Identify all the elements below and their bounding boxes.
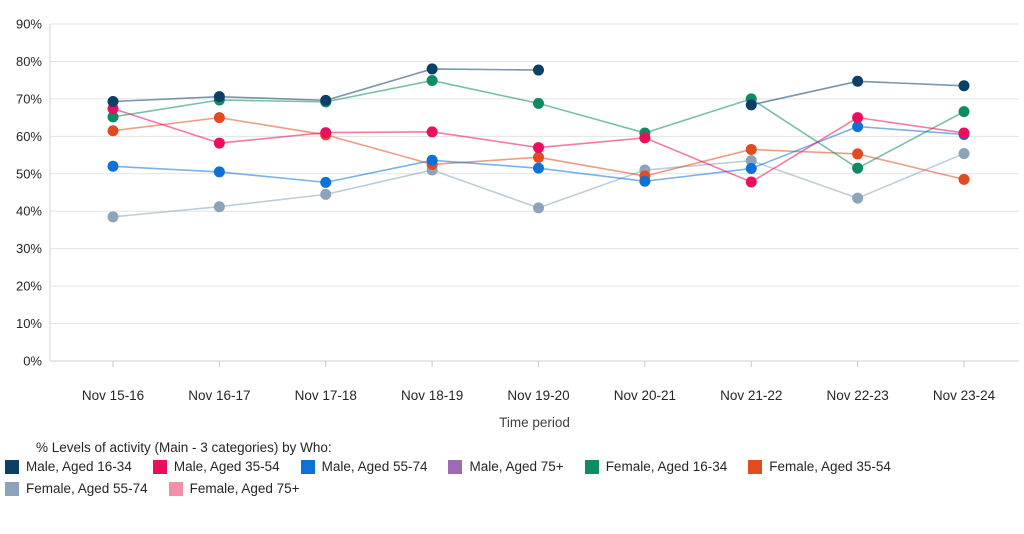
y-tick-label: 50%	[16, 166, 42, 181]
legend-swatch-icon	[748, 459, 763, 474]
data-point-male-aged-55-74	[745, 163, 757, 175]
data-point-female-aged-35-54	[852, 148, 864, 160]
data-point-male-aged-35-54	[533, 142, 544, 154]
legend-item-male-aged-16-34[interactable]: Male, Aged 16-34	[5, 459, 132, 474]
x-tick-label: Nov 15-16	[82, 388, 144, 403]
data-point-female-aged-35-54	[745, 143, 757, 155]
legend-item-female-aged-16-34[interactable]: Female, Aged 16-34	[584, 459, 728, 474]
y-tick-label: 0%	[23, 354, 42, 369]
x-tick-label: Nov 23-24	[933, 388, 996, 403]
legend-item-female-aged-35-54[interactable]: Female, Aged 35-54	[748, 459, 891, 474]
x-tick-label: Nov 18-19	[401, 388, 463, 403]
data-point-female-aged-16-34	[533, 97, 544, 109]
data-point-male-aged-16-34	[213, 91, 225, 103]
x-tick-label: Nov 21-22	[720, 388, 782, 403]
legend-item-male-aged-75[interactable]: Male, Aged 75+	[448, 459, 564, 474]
data-point-female-aged-35-54	[533, 151, 544, 163]
legend-item-label: Male, Aged 75+	[469, 459, 564, 474]
data-point-male-aged-35-54	[852, 112, 864, 124]
y-tick-label: 40%	[16, 204, 42, 219]
data-point-male-aged-16-34	[320, 94, 332, 106]
data-point-female-aged-35-54	[107, 125, 119, 137]
data-point-female-aged-35-54	[213, 112, 225, 124]
data-point-female-aged-55-74	[958, 148, 970, 160]
legend: Male, Aged 16-34 Male, Aged 35-54 Male, Ag…	[5, 459, 1024, 496]
legend-item-female-aged-75[interactable]: Female, Aged 75+	[168, 481, 300, 496]
data-point-female-aged-16-34	[426, 75, 438, 87]
legend-item-label: Female, Aged 16-34	[605, 459, 728, 474]
legend-item-label: Male, Aged 55-74	[321, 459, 428, 474]
data-point-female-aged-55-74	[320, 188, 332, 200]
legend-swatch-icon	[448, 459, 463, 474]
legend-item-label: Female, Aged 75+	[189, 481, 300, 496]
legend-item-male-aged-35-54[interactable]: Male, Aged 35-54	[152, 459, 280, 474]
legend-item-label: Female, Aged 35-54	[769, 459, 891, 474]
data-point-male-aged-55-74	[107, 160, 119, 172]
y-tick-label: 70%	[16, 91, 42, 106]
data-point-male-aged-35-54	[213, 137, 225, 149]
data-point-male-aged-35-54	[745, 176, 757, 188]
data-point-male-aged-16-34	[958, 80, 970, 92]
legend-swatch-icon	[152, 459, 167, 474]
data-point-female-aged-16-34	[107, 111, 119, 123]
data-point-female-aged-35-54	[958, 173, 970, 185]
data-point-female-aged-55-74	[213, 201, 225, 213]
data-point-male-aged-55-74	[426, 154, 438, 166]
data-point-male-aged-16-34	[852, 75, 864, 87]
y-tick-label: 90%	[16, 17, 42, 32]
x-axis-title: Time period	[499, 415, 570, 430]
data-point-male-aged-16-34	[107, 96, 119, 108]
data-point-female-aged-55-74	[107, 211, 119, 223]
legend-row: Female, Aged 55-74 Female, Aged 75+	[5, 481, 1024, 496]
legend-swatch-icon	[168, 481, 183, 496]
y-tick-label: 10%	[16, 316, 42, 331]
legend-title: % Levels of activity (Main - 3 categorie…	[36, 440, 332, 455]
data-point-male-aged-16-34	[426, 63, 438, 75]
x-tick-label: Nov 19-20	[507, 388, 569, 403]
y-tick-label: 20%	[16, 279, 42, 294]
legend-swatch-icon	[584, 459, 599, 474]
legend-item-label: Male, Aged 16-34	[26, 459, 132, 474]
legend-item-male-aged-55-74[interactable]: Male, Aged 55-74	[300, 459, 428, 474]
legend-item-label: Male, Aged 35-54	[173, 459, 280, 474]
data-point-male-aged-35-54	[320, 127, 332, 139]
data-point-male-aged-16-34	[745, 99, 757, 111]
legend-swatch-icon	[300, 459, 315, 474]
data-point-male-aged-55-74	[213, 166, 225, 178]
data-point-female-aged-55-74	[533, 202, 544, 214]
legend-swatch-icon	[5, 481, 19, 496]
data-point-female-aged-16-34	[852, 162, 864, 174]
y-tick-label: 30%	[16, 241, 42, 256]
y-tick-label: 80%	[16, 54, 42, 69]
data-point-male-aged-35-54	[958, 127, 970, 139]
data-point-male-aged-16-34	[533, 64, 544, 76]
data-point-male-aged-35-54	[426, 126, 438, 138]
data-point-male-aged-55-74	[639, 175, 651, 187]
x-tick-label: Nov 22-23	[826, 388, 888, 403]
legend-swatch-icon	[5, 459, 19, 474]
legend-item-label: Female, Aged 55-74	[26, 481, 148, 496]
data-point-male-aged-55-74	[533, 162, 544, 174]
data-point-male-aged-35-54	[639, 132, 651, 144]
data-point-female-aged-55-74	[852, 192, 864, 204]
x-tick-label: Nov 20-21	[614, 388, 676, 403]
data-point-male-aged-55-74	[320, 176, 332, 188]
y-tick-label: 60%	[16, 129, 42, 144]
legend-item-female-aged-55-74[interactable]: Female, Aged 55-74	[5, 481, 148, 496]
x-tick-label: Nov 17-18	[295, 388, 357, 403]
data-point-male-aged-55-74	[852, 121, 864, 133]
data-point-female-aged-55-74	[745, 155, 757, 167]
data-point-female-aged-16-34	[958, 106, 970, 118]
activity-line-chart: 0% 10% 20% 30% 40% 50% 60% 70% 80% 90% Nov 15-16 No…	[16, 17, 1019, 430]
legend-row: Male, Aged 16-34 Male, Aged 35-54 Male, Ag…	[5, 459, 1024, 474]
x-tick-label: Nov 16-17	[188, 388, 250, 403]
